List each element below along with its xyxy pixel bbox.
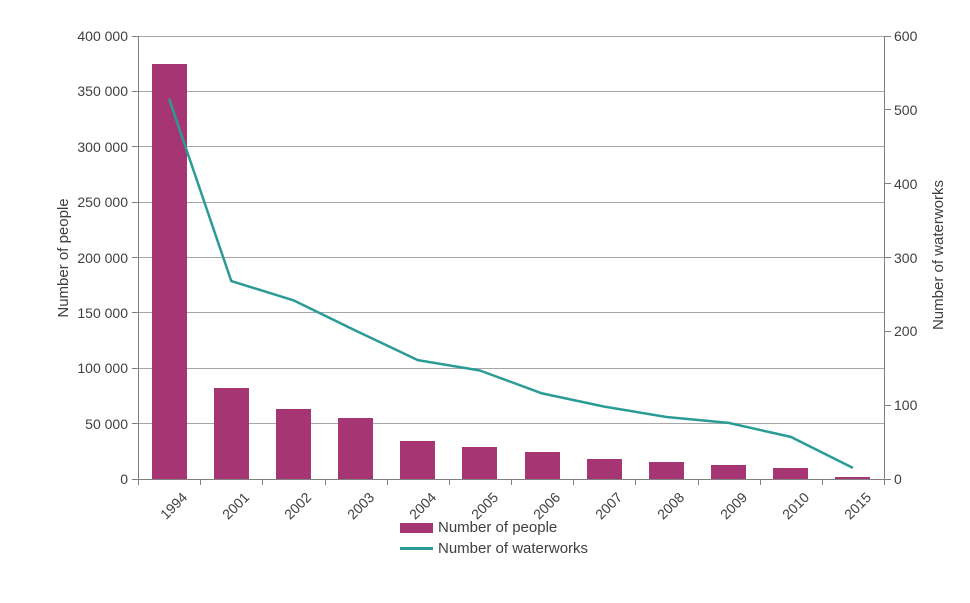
plot-area [138, 36, 884, 479]
bar-2015 [835, 476, 871, 479]
x-axis-tick [759, 480, 761, 485]
bar-2010 [773, 467, 809, 479]
x-axis-tick [821, 480, 823, 485]
legend-entry: Number of waterworks [400, 538, 588, 559]
right-axis-tick [885, 109, 891, 111]
left-axis-tick-label: 100 000 [77, 360, 128, 377]
left-axis-tick-label: 250 000 [77, 194, 128, 211]
legend-label: Number of waterworks [438, 540, 589, 557]
x-axis-tick [386, 480, 388, 485]
right-axis-tick [885, 35, 891, 37]
right-axis-tick-label: 200 [894, 323, 918, 340]
right-axis-line [884, 36, 885, 480]
x-axis-label-2001: 2001 [219, 489, 253, 523]
left-axis-tick [132, 312, 138, 314]
bar-2003 [338, 418, 374, 479]
left-axis-tick [132, 146, 138, 148]
left-axis-tick-label: 0 [120, 471, 128, 487]
x-axis-tick [138, 480, 139, 485]
right-axis-tick-label: 600 [894, 28, 918, 44]
right-axis-tick [885, 257, 891, 258]
x-axis-label-1994: 1994 [157, 489, 191, 523]
gridline [138, 201, 884, 203]
bar-2001 [213, 388, 249, 479]
left-axis-tick-label: 50 000 [85, 415, 128, 432]
legend: Number of people Number of waterworks [400, 517, 588, 559]
bar-2009 [711, 465, 747, 479]
gridline [138, 257, 884, 258]
x-axis-line [138, 479, 885, 480]
right-axis-tick-label: 100 [894, 397, 918, 414]
bar-2007 [586, 459, 622, 479]
left-axis-tick-label: 300 000 [77, 138, 128, 155]
x-axis-label-2008: 2008 [654, 489, 688, 523]
right-axis-tick [885, 183, 891, 185]
x-axis-label-2010: 2010 [778, 489, 813, 523]
left-axis-tick [132, 90, 138, 92]
legend-bar-swatch [400, 522, 433, 533]
gridline [138, 90, 884, 92]
x-axis-tick [448, 480, 450, 485]
gridline [138, 367, 884, 369]
left-axis-tick-label: 350 000 [77, 83, 128, 100]
x-axis-tick [262, 480, 264, 485]
x-axis-label-2003: 2003 [343, 489, 377, 523]
x-axis-tick [573, 480, 575, 485]
x-axis-label-2009: 2009 [716, 489, 750, 523]
gridline [138, 423, 884, 425]
gridline [138, 312, 884, 314]
bar-2004 [400, 441, 436, 479]
x-axis-tick [697, 480, 699, 485]
bar-2005 [462, 447, 498, 479]
bar-2002 [275, 409, 311, 479]
left-axis-tick-label: 150 000 [77, 304, 128, 321]
x-axis-tick [635, 480, 637, 485]
x-axis-tick [511, 480, 512, 485]
left-axis-tick [132, 478, 138, 480]
left-axis-line [138, 36, 139, 480]
left-axis-tick [132, 423, 138, 425]
right-axis-tick [885, 478, 891, 480]
left-axis-tick [132, 201, 138, 203]
left-axis-tick-label: 200 000 [77, 249, 128, 266]
x-axis-label-2002: 2002 [281, 489, 315, 523]
x-axis-tick [324, 480, 326, 485]
legend-line-swatch [400, 547, 433, 550]
x-axis-label-2015: 2015 [840, 489, 875, 523]
bar-2006 [524, 452, 560, 479]
right-axis-tick [885, 330, 891, 332]
right-axis-tick-label: 400 [894, 175, 918, 192]
x-axis-tick [884, 480, 885, 485]
waterworks-line [167, 98, 854, 470]
right-axis-tick-label: 300 [894, 249, 918, 266]
left-axis-tick [132, 367, 138, 369]
right-axis-tick-label: 0 [894, 471, 902, 487]
legend-entry: Number of people [400, 517, 588, 538]
bar-2008 [648, 461, 684, 479]
gridline [138, 35, 884, 37]
right-axis-tick [885, 404, 891, 406]
left-axis-tick-label: 400 000 [77, 28, 128, 44]
right-axis-tick-label: 500 [894, 101, 918, 118]
gridline [138, 146, 884, 148]
left-axis-tick [132, 257, 138, 258]
legend-label: Number of people [438, 519, 558, 536]
x-axis-tick [200, 480, 202, 485]
left-axis-tick [132, 35, 138, 37]
line-series [167, 98, 854, 470]
